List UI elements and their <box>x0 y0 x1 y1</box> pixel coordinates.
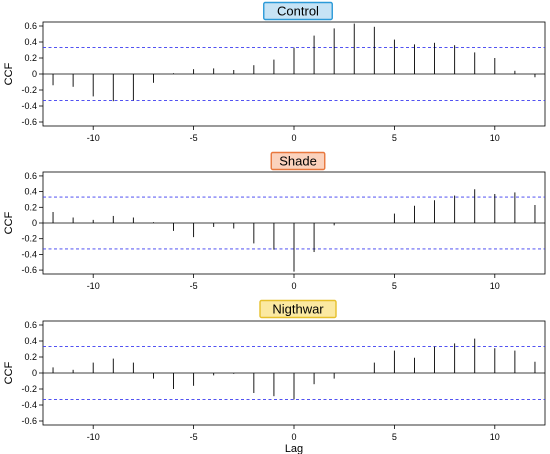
y-tick-label: 0.6 <box>24 320 37 330</box>
x-tick-label: -5 <box>190 281 198 291</box>
y-tick-label: 0.4 <box>24 187 37 197</box>
y-tick-label: -0.6 <box>21 117 37 127</box>
x-tick-label: 10 <box>490 133 500 143</box>
ccf-panel-2: -0.6 -0.4 -0.2 0 0.2 0.4 0.6 -10 -5 0 5 10 CCF Shade <box>3 151 546 291</box>
y-axis-title: CCF <box>3 361 15 384</box>
ccf-panel-3: -0.6 -0.4 -0.2 0 0.2 0.4 0.6 -10 -5 0 5 10 CCF Lag Nig… <box>3 299 546 454</box>
y-tick-label: 0.2 <box>24 53 37 63</box>
x-tick-label: -5 <box>190 432 198 442</box>
panel-title-box <box>259 299 337 319</box>
y-axis-title: CCF <box>3 211 15 234</box>
panel-title: Nigthwar <box>272 302 324 317</box>
y-tick-label: 0 <box>32 69 37 79</box>
y-tick-label: 0 <box>32 218 37 228</box>
y-tick-label: 0 <box>32 368 37 378</box>
x-tick-label: 5 <box>392 281 397 291</box>
y-axis-title: CCF <box>3 62 15 85</box>
ccf-panel-1: -0.6 -0.4 -0.2 0 0.2 0.4 0.6 -10 -5 0 5 10 CCF Contro… <box>3 1 546 143</box>
y-tick-label: -0.2 <box>21 234 37 244</box>
panel-title-box <box>270 151 326 171</box>
panel-title: Shade <box>279 154 317 169</box>
panel-title: Control <box>277 4 319 19</box>
x-tick-label: 0 <box>291 133 296 143</box>
y-tick-label: -0.2 <box>21 384 37 394</box>
x-tick-label: 0 <box>291 281 296 291</box>
y-tick-label: -0.2 <box>21 85 37 95</box>
y-tick-label: -0.6 <box>21 265 37 275</box>
y-tick-label: 0.4 <box>24 336 37 346</box>
x-tick-label: -10 <box>87 281 100 291</box>
x-axis-title: Lag <box>285 443 303 454</box>
x-tick-label: 0 <box>291 432 296 442</box>
x-tick-label: -10 <box>87 432 100 442</box>
x-tick-label: 5 <box>392 133 397 143</box>
y-tick-label: -0.4 <box>21 249 37 259</box>
y-tick-label: 0.2 <box>24 352 37 362</box>
x-tick-label: -5 <box>190 133 198 143</box>
x-tick-label: 5 <box>392 432 397 442</box>
y-tick-label: -0.4 <box>21 101 37 111</box>
y-tick-label: 0.2 <box>24 202 37 212</box>
y-tick-label: 0.6 <box>24 171 37 181</box>
y-tick-label: -0.4 <box>21 400 37 410</box>
x-tick-label: -10 <box>87 133 100 143</box>
y-tick-label: 0.4 <box>24 37 37 47</box>
y-tick-label: -0.6 <box>21 416 37 426</box>
y-tick-label: 0.6 <box>24 21 37 31</box>
x-tick-label: 10 <box>490 281 500 291</box>
panel-title-box <box>263 1 333 21</box>
x-tick-label: 10 <box>490 432 500 442</box>
